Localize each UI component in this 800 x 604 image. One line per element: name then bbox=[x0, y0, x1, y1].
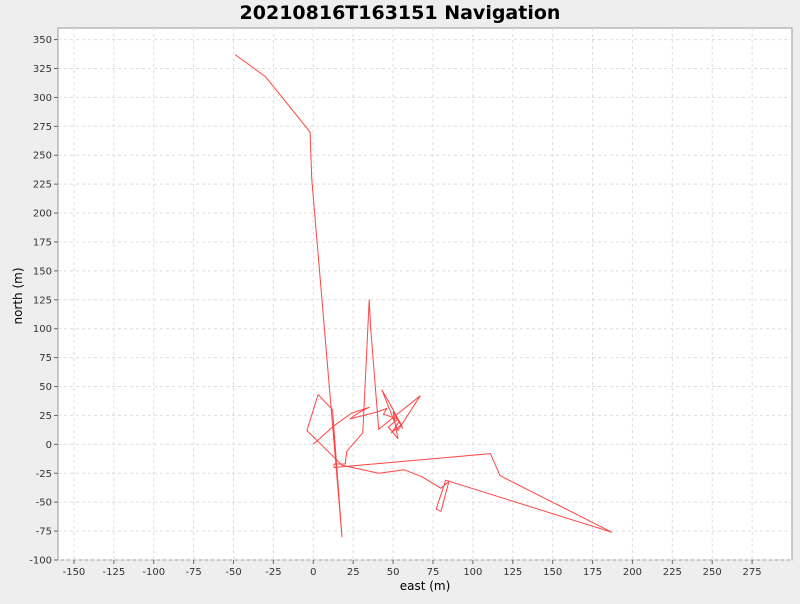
plot-area bbox=[57, 27, 793, 561]
y-tick-label-17: 325 bbox=[33, 64, 52, 75]
y-tick-label-1: -75 bbox=[36, 527, 52, 538]
y-tick-label-7: 75 bbox=[39, 353, 52, 364]
x-tick-label-4: -50 bbox=[225, 567, 241, 578]
x-tick-label-7: 25 bbox=[347, 567, 360, 578]
x-tick-label-5: -25 bbox=[265, 567, 281, 578]
track-series-line-0 bbox=[234, 54, 613, 538]
y-tick-label-13: 225 bbox=[33, 180, 52, 191]
y-tick-label-16: 300 bbox=[33, 93, 52, 104]
y-tick-label-15: 275 bbox=[33, 122, 52, 133]
x-tick-label-12: 150 bbox=[543, 567, 562, 578]
x-tick-label-9: 75 bbox=[427, 567, 440, 578]
y-tick-label-12: 200 bbox=[33, 209, 52, 220]
x-tick-label-8: 50 bbox=[387, 567, 400, 578]
axes: -150 -125 -100 -75 -50 -25 0 25 50 75 100 125 150 175… bbox=[29, 35, 761, 578]
x-tick-label-13: 175 bbox=[583, 567, 602, 578]
y-tick-label-9: 125 bbox=[33, 295, 52, 306]
y-tick-label-6: 50 bbox=[39, 382, 52, 393]
x-tick-label-10: 100 bbox=[463, 567, 482, 578]
x-tick-label-15: 225 bbox=[663, 567, 682, 578]
x-tick-label-3: -75 bbox=[185, 567, 201, 578]
y-tick-label-14: 250 bbox=[33, 151, 52, 162]
y-tick-label-8: 100 bbox=[33, 324, 52, 335]
x-tick-label-2: -100 bbox=[142, 567, 165, 578]
x-tick-label-17: 275 bbox=[743, 567, 762, 578]
x-axis-label: east (m) bbox=[400, 579, 451, 593]
y-tick-label-2: -50 bbox=[36, 498, 52, 509]
y-tick-label-11: 175 bbox=[33, 237, 52, 248]
x-tick-label-11: 125 bbox=[503, 567, 522, 578]
data-layer bbox=[234, 54, 613, 538]
grid-lines bbox=[58, 28, 792, 561]
y-tick-label-4: 0 bbox=[46, 440, 52, 451]
x-tick-label-6: 0 bbox=[310, 567, 316, 578]
y-tick-label-18: 350 bbox=[33, 35, 52, 46]
y-tick-label-0: -100 bbox=[29, 556, 52, 567]
y-tick-label-5: 25 bbox=[39, 411, 52, 422]
chart-title: 20210816T163151 Navigation bbox=[240, 2, 561, 24]
x-tick-label-14: 200 bbox=[623, 567, 642, 578]
x-tick-label-1: -125 bbox=[102, 567, 125, 578]
y-tick-label-3: -25 bbox=[36, 469, 52, 480]
y-tick-label-10: 150 bbox=[33, 266, 52, 277]
y-axis-label: north (m) bbox=[11, 267, 25, 324]
x-tick-label-16: 250 bbox=[703, 567, 722, 578]
x-tick-label-0: -150 bbox=[63, 567, 86, 578]
